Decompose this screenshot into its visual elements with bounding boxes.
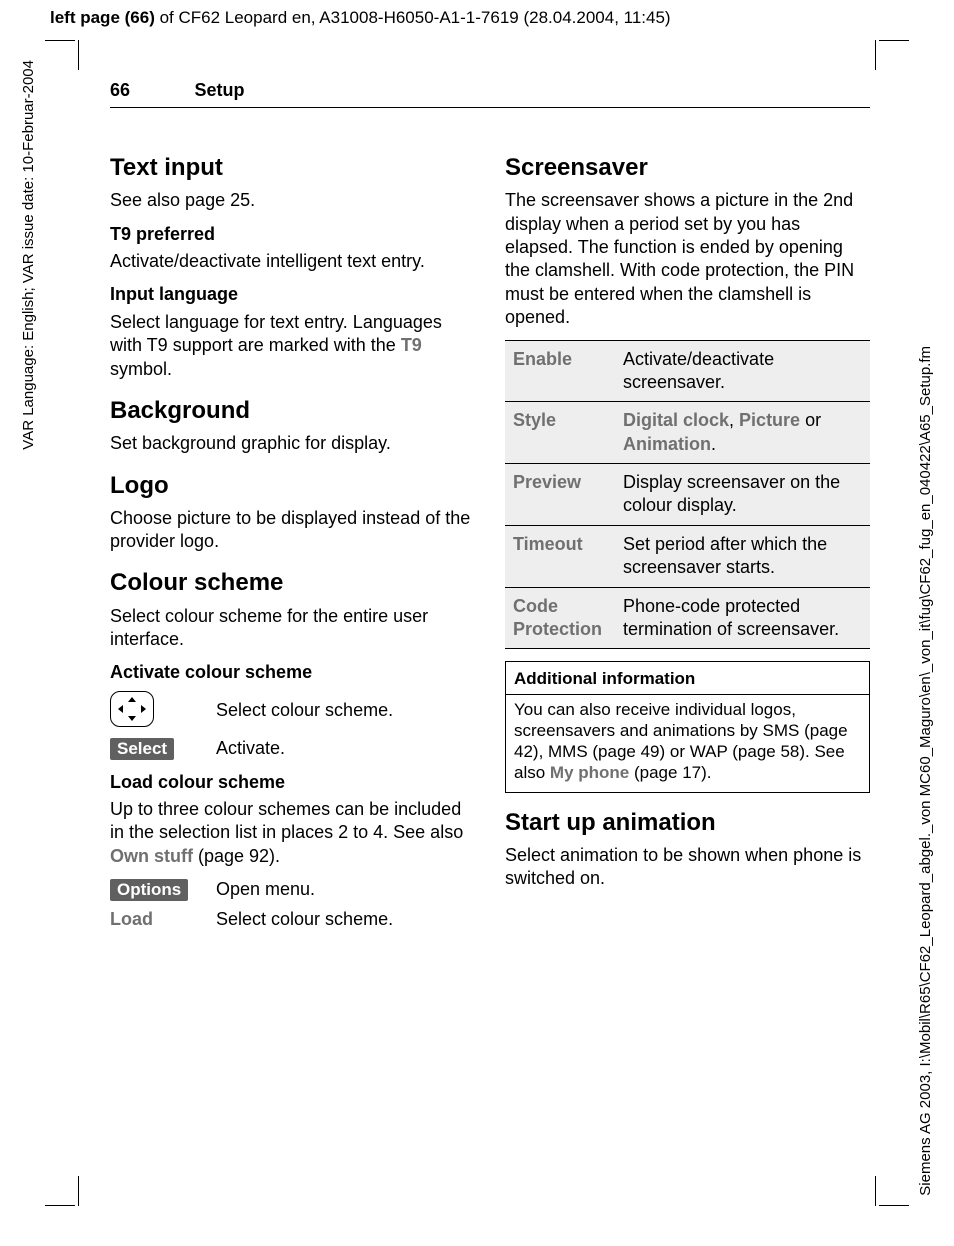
section-title: Setup [194, 80, 244, 100]
header-left-label: left page (66) [50, 8, 155, 27]
side-text-left: VAR Language: English; VAR issue date: 1… [20, 60, 37, 450]
p-input-language: Select language for text entry. Language… [110, 311, 475, 381]
heading-startup-animation: Start up animation [505, 807, 870, 838]
softkey-load-label: Select colour scheme. [216, 908, 393, 931]
t9-symbol: T9 [401, 335, 422, 355]
page-number: 66 [110, 80, 190, 101]
heading-load-cs: Load colour scheme [110, 771, 475, 794]
nav-key-label: Select colour scheme. [216, 699, 393, 722]
opt-enable-v: Activate/deactivate screensaver. [615, 340, 870, 402]
p-t9: Activate/deactivate intelligent text ent… [110, 250, 475, 273]
heading-activate-cs: Activate colour scheme [110, 661, 475, 684]
opt-preview-v: Display screensaver on the colour displa… [615, 464, 870, 526]
my-phone-ref: My phone [550, 763, 629, 782]
softkey-select: Select [110, 738, 174, 760]
heading-screensaver: Screensaver [505, 152, 870, 183]
left-column: Text input See also page 25. T9 preferre… [110, 138, 475, 937]
p-startup-animation: Select animation to be shown when phone … [505, 844, 870, 891]
heading-colour-scheme: Colour scheme [110, 567, 475, 598]
heading-logo: Logo [110, 470, 475, 501]
opt-style-k: Style [505, 402, 615, 464]
side-text-right: Siemens AG 2003, I:\Mobil\R65\CF62_Leopa… [917, 346, 934, 1196]
screensaver-options-table: Enable Activate/deactivate screensaver. … [505, 340, 870, 650]
softkey-load: Load [110, 909, 153, 929]
p-colour-scheme: Select colour scheme for the entire user… [110, 605, 475, 652]
right-column: Screensaver The screensaver shows a pict… [505, 138, 870, 937]
opt-style-v: Digital clock, Picture or Animation. [615, 402, 870, 464]
doc-header: left page (66) of CF62 Leopard en, A3100… [50, 8, 671, 28]
nav-key-icon [110, 691, 154, 727]
opt-enable-k: Enable [505, 340, 615, 402]
additional-info-box: Additional information You can also rece… [505, 661, 870, 792]
header-rest: of CF62 Leopard en, A31008-H6050-A1-1-76… [155, 8, 671, 27]
p-screensaver: The screensaver shows a picture in the 2… [505, 189, 870, 329]
heading-text-input: Text input [110, 152, 475, 183]
opt-timeout-v: Set period after which the screensaver s… [615, 525, 870, 587]
p-load-cs: Up to three colour schemes can be includ… [110, 798, 475, 868]
heading-input-language: Input language [110, 283, 475, 306]
own-stuff-ref: Own stuff [110, 846, 193, 866]
heading-background: Background [110, 395, 475, 426]
page-content: 66 Setup Text input See also page 25. T9… [110, 80, 870, 937]
info-box-title: Additional information [506, 662, 869, 694]
opt-preview-k: Preview [505, 464, 615, 526]
softkey-options-label: Open menu. [216, 878, 315, 901]
running-head: 66 Setup [110, 80, 870, 108]
p-see-also: See also page 25. [110, 189, 475, 212]
info-box-body: You can also receive individual logos, s… [506, 695, 869, 792]
opt-code-k: Code Protection [505, 587, 615, 649]
p-background: Set background graphic for display. [110, 432, 475, 455]
softkey-select-label: Activate. [216, 737, 285, 760]
opt-timeout-k: Timeout [505, 525, 615, 587]
p-logo: Choose picture to be displayed instead o… [110, 507, 475, 554]
opt-code-v: Phone-code protected termination of scre… [615, 587, 870, 649]
softkey-options: Options [110, 879, 188, 901]
heading-t9: T9 preferred [110, 223, 475, 246]
